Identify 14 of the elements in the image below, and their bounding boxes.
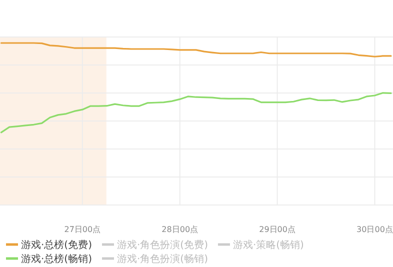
x-tick-label: 27日00点 xyxy=(64,225,101,234)
legend-item: 游戏·策略(畅销) xyxy=(218,240,304,251)
legend-label: 游戏·总榜(免费) xyxy=(21,239,92,251)
legend-label: 游戏·策略(畅销) xyxy=(232,239,304,251)
legend-item: 游戏·总榜(免费) xyxy=(6,240,92,251)
legend-item: 游戏·角色扮演(畅销) xyxy=(102,254,208,265)
x-tick-label: 28日00点 xyxy=(162,225,198,234)
legend-item: 游戏·总榜(畅销) xyxy=(6,254,92,265)
x-tick-label: 30日00点 xyxy=(356,225,393,234)
legend-item: 游戏·角色扮演(免费) xyxy=(102,240,208,251)
legend-label: 游戏·角色扮演(免费) xyxy=(116,239,208,251)
legend-label: 游戏·总榜(畅销) xyxy=(21,253,92,265)
x-tick-label: 29日00点 xyxy=(259,225,296,234)
legend-label: 游戏·角色扮演(畅销) xyxy=(116,253,208,265)
